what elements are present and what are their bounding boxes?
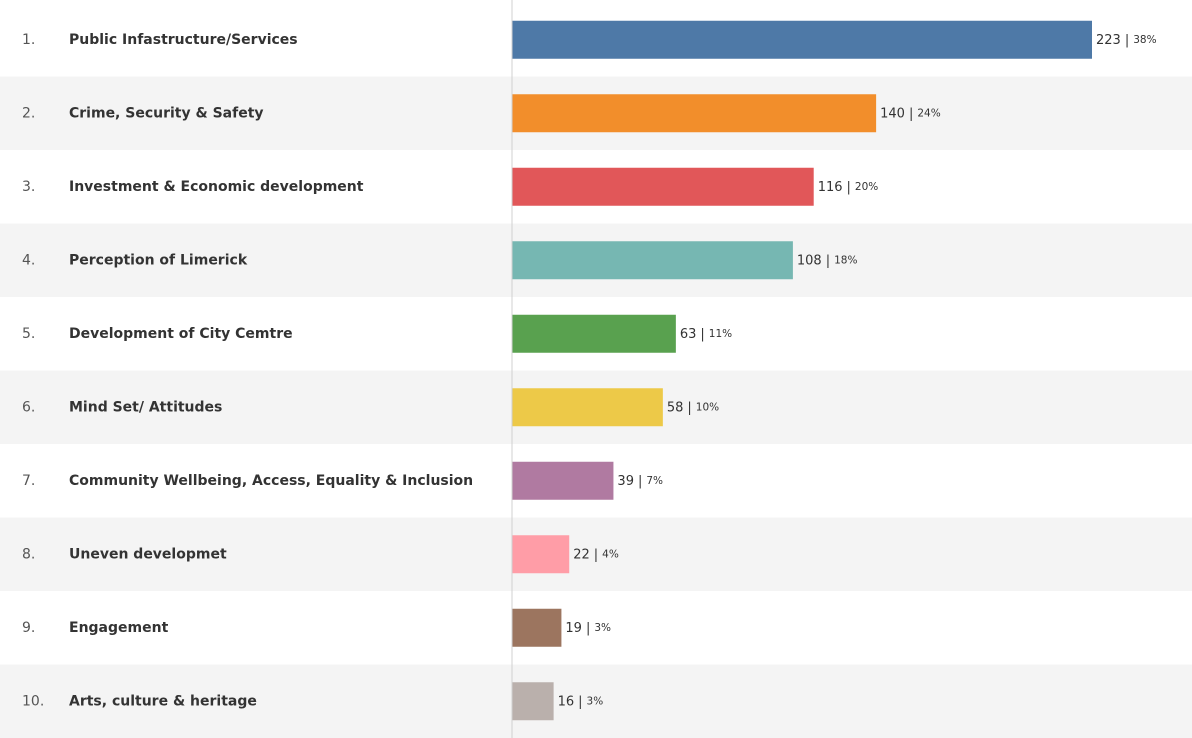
percent-label: 18% [834,254,857,266]
category-label: Community Wellbeing, Access, Equality & … [69,473,473,489]
separator: | [638,473,642,488]
value-label: 39 [617,473,634,488]
category-label: Development of City Cemtre [69,326,293,342]
bar [512,461,614,500]
data-label: 116 | 20% [818,179,879,194]
rank: 9. [22,620,35,636]
row-band [0,517,1192,591]
value-label: 116 [818,179,843,194]
separator: | [578,694,582,709]
bar [512,682,554,721]
data-label: 108 | 18% [797,253,858,268]
value-label: 58 [667,400,684,415]
rank: 5. [22,326,35,342]
rank: 10. [22,693,44,709]
category-label: Public Infastructure/Services [69,32,298,48]
category-label: Investment & Economic development [69,179,364,195]
data-label: 223 | 38% [1096,32,1157,47]
percent-label: 7% [646,475,663,487]
rank: 8. [22,546,35,562]
category-label: Uneven developmet [69,546,227,562]
percent-label: 4% [602,548,619,560]
rank: 7. [22,473,35,489]
data-label: 19 | 3% [565,620,611,635]
percent-label: 20% [855,181,878,193]
percent-label: 3% [594,622,611,634]
value-label: 22 [573,547,590,562]
rank: 1. [22,32,35,48]
separator: | [586,620,590,635]
row-band [0,664,1192,738]
separator: | [1125,32,1129,47]
data-label: 22 | 4% [573,547,619,562]
data-label: 140 | 24% [880,106,941,121]
separator: | [847,179,851,194]
bar [512,535,570,574]
value-label: 16 [558,694,575,709]
separator: | [909,106,913,121]
bar [512,241,793,280]
data-label: 63 | 11% [680,326,732,341]
value-label: 63 [680,326,697,341]
percent-label: 10% [696,401,719,413]
category-label: Engagement [69,620,169,636]
data-label: 39 | 7% [617,473,663,488]
category-label: Crime, Security & Safety [69,105,264,121]
category-label: Mind Set/ Attitudes [69,399,222,415]
percent-label: 3% [587,695,604,707]
category-label: Perception of Limerick [69,252,248,268]
value-label: 108 [797,253,822,268]
percent-label: 11% [709,328,732,340]
rank: 2. [22,105,35,121]
separator: | [826,253,830,268]
rank: 6. [22,399,35,415]
bar [512,314,676,353]
bar [512,94,877,133]
bar [512,20,1092,59]
bar [512,167,814,206]
data-label: 16 | 3% [558,694,604,709]
separator: | [687,400,691,415]
rank: 4. [22,252,35,268]
separator: | [594,547,598,562]
separator: | [700,326,704,341]
value-label: 140 [880,106,905,121]
category-label: Arts, culture & heritage [69,693,257,709]
value-label: 19 [565,620,582,635]
data-label: 58 | 10% [667,400,719,415]
bar [512,388,663,427]
percent-label: 38% [1133,34,1156,46]
percent-label: 24% [917,107,940,119]
value-label: 223 [1096,32,1121,47]
rank: 3. [22,179,35,195]
bar [512,608,562,647]
